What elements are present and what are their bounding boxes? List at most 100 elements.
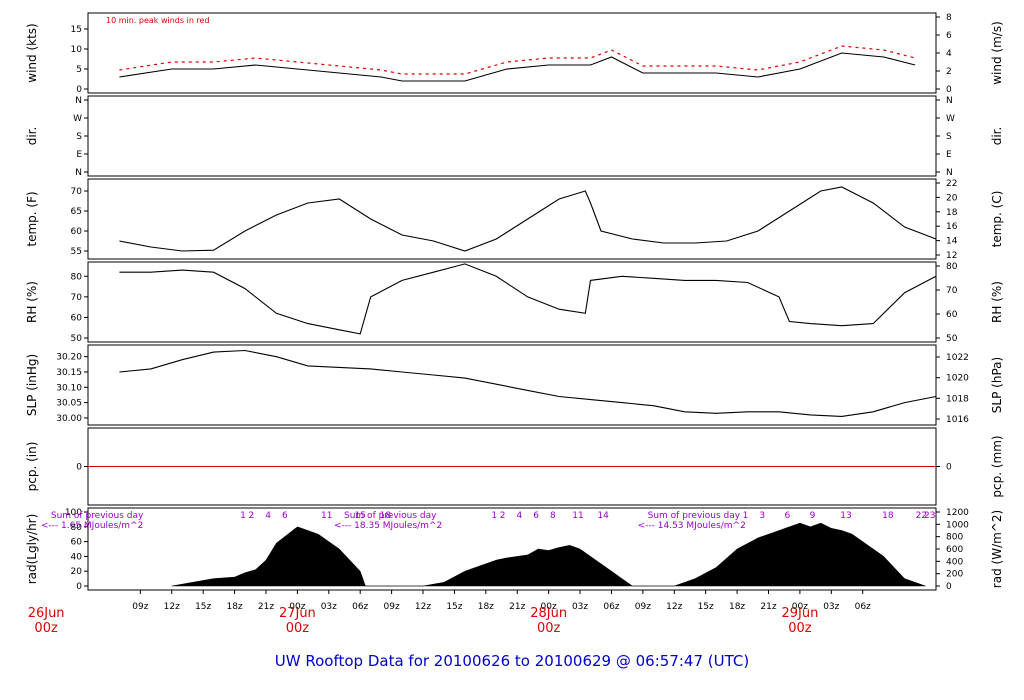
rad-tick-label-right: 1000	[946, 520, 969, 530]
rad-sum-line1: Sum of previous day	[51, 511, 144, 521]
wind-tick-label-left: 15	[71, 25, 82, 35]
rad-hour-label: 3	[759, 511, 765, 521]
x-tick-label: 18z	[478, 602, 494, 612]
rad-sum-line1: Sum of previous day	[648, 511, 741, 521]
x-tick-label: 06z	[603, 602, 619, 612]
wind-annotation: 10 min. peak winds in red	[106, 16, 210, 25]
wind-ylabel: wind (kts)	[25, 23, 39, 82]
rad-hour-label: 6	[533, 511, 539, 521]
x-tick-label: 21z	[258, 602, 274, 612]
rad-tick-label-right: 400	[946, 557, 963, 567]
temp-tick-label-right: 14	[946, 237, 958, 247]
slp-tick-label-right: 1016	[946, 415, 969, 425]
wind-tick-label-left: 10	[71, 45, 83, 55]
day-label-time: 00z	[537, 621, 561, 636]
x-tick-label: 18z	[226, 602, 242, 612]
x-tick-label: 18z	[729, 602, 745, 612]
slp-tick-label-right: 1020	[946, 374, 969, 384]
rad-hour-label: 18	[882, 511, 894, 521]
rad-hour-label: 14	[597, 511, 609, 521]
temp-tick-label-right: 22	[946, 179, 957, 189]
rad-hour-label: 9	[810, 511, 816, 521]
x-tick-label: 12z	[666, 602, 682, 612]
wind-tick-label-right: 4	[946, 49, 952, 59]
slp-frame	[87, 344, 937, 426]
x-tick-label: 09z	[132, 602, 148, 612]
wind-tick-label-right: 0	[946, 85, 952, 95]
slp-tick-label-left: 30.00	[56, 414, 82, 424]
rad-tick-label-left: 0	[76, 582, 82, 592]
rh-tick-label-left: 70	[71, 293, 83, 303]
temp-tick-label-right: 16	[946, 222, 958, 232]
day-label-date: 29Jun	[781, 606, 818, 621]
temp-tick-label-right: 20	[946, 193, 958, 203]
dir-ylabel: dir.	[25, 127, 39, 146]
rad-tick-label-left: 100	[65, 508, 82, 518]
rh-series-line	[119, 263, 937, 335]
rad-hour-label: 22	[916, 511, 927, 521]
wind-series-line	[119, 52, 916, 82]
rad-tick-label-left: 80	[71, 523, 83, 533]
x-tick-label: 00z	[541, 602, 557, 612]
day-label-time: 00z	[286, 621, 310, 636]
rh-tick-label-left: 60	[71, 313, 83, 323]
dir-tick-label-left: N	[75, 168, 82, 178]
rad-hour-label: 6	[784, 511, 790, 521]
rh-tick-label-left: 80	[71, 272, 83, 282]
wind-tick-label-right: 8	[946, 13, 952, 23]
x-tick-label: 15z	[195, 602, 211, 612]
rad-tick-label-left: 60	[71, 538, 83, 548]
x-tick-label: 15z	[446, 602, 462, 612]
x-tick-label: 21z	[760, 602, 776, 612]
rh-tick-label-right: 50	[946, 334, 958, 344]
rad-ylabel-right: rad (W/m^2)	[990, 510, 1004, 588]
rad-tick-label-right: 600	[946, 545, 963, 555]
pcp-tick-label-left: 0	[76, 463, 82, 473]
x-tick-label: 00z	[792, 602, 808, 612]
x-tick-label: 00z	[289, 602, 305, 612]
tick-marks	[84, 16, 940, 594]
x-tick-label: 12z	[415, 602, 431, 612]
panel-frames	[87, 12, 937, 591]
wind-tick-label-right: 2	[946, 67, 952, 77]
x-tick-label: 06z	[855, 602, 871, 612]
temp-series-line	[119, 186, 937, 252]
rad-tick-label-right: 800	[946, 533, 963, 543]
slp-tick-label-right: 1018	[946, 394, 969, 404]
rad-tick-label-left: 20	[71, 567, 83, 577]
slp-tick-label-left: 30.05	[56, 399, 82, 409]
rad-sum-line2: <--- 14.53 MJoules/m^2	[638, 521, 746, 531]
rh-ylabel: RH (%)	[25, 281, 39, 323]
temp-frame	[87, 178, 937, 260]
dir-tick-label-left: N	[75, 96, 82, 106]
slp-tick-label-left: 30.10	[56, 383, 82, 393]
rad-hour-label: 8	[550, 511, 556, 521]
dir-tick-label-right: S	[946, 132, 952, 142]
wind-tick-label-left: 5	[76, 65, 82, 75]
slp-ylabel: SLP (inHg)	[25, 354, 39, 416]
temp-tick-label-left: 60	[71, 227, 83, 237]
day-label-date: 28Jun	[530, 606, 567, 621]
x-tick-label: 03z	[572, 602, 588, 612]
rad-tick-label-right: 200	[946, 570, 963, 580]
pcp-tick-label-right: 0	[946, 463, 952, 473]
rad-hour-label: 11	[572, 511, 583, 521]
dir-tick-label-right: W	[946, 114, 955, 124]
dir-tick-label-left: W	[73, 114, 82, 124]
wind-tick-label-right: 6	[946, 31, 952, 41]
rad-hour-label: 1	[743, 511, 749, 521]
x-tick-label: 15z	[698, 602, 714, 612]
rad-hour-label: 1	[491, 511, 497, 521]
temp-tick-label-left: 70	[71, 187, 83, 197]
rh-tick-label-left: 50	[71, 334, 83, 344]
day-label-date: 26Jun	[28, 606, 65, 621]
rad-hour-label: 6	[282, 511, 288, 521]
dir-tick-label-right: N	[946, 96, 953, 106]
rad-ylabel: rad(Lgly/hr)	[25, 514, 39, 585]
pcp-ylabel: pcp. (in)	[25, 442, 39, 492]
slp-ylabel-right: SLP (hPa)	[990, 357, 1004, 413]
rad-hour-label: 13	[840, 511, 851, 521]
x-tick-label: 21z	[509, 602, 525, 612]
slp-tick-label-right: 1022	[946, 353, 969, 363]
